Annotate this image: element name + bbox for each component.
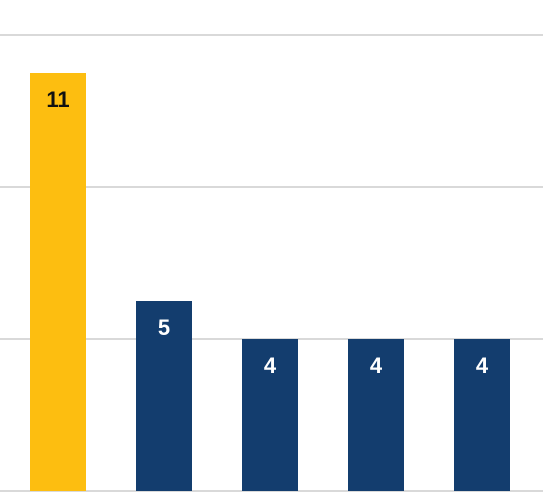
bar-3 [348,339,404,491]
bar-1 [136,301,192,491]
data-label-3: 4 [370,353,383,378]
bar-2 [242,339,298,491]
bar-0 [30,73,86,491]
bars [30,73,510,491]
data-label-0: 11 [46,87,69,112]
data-label-2: 4 [264,353,277,378]
bar-4 [454,339,510,491]
data-labels: 11 5 4 4 4 [46,87,489,378]
data-label-4: 4 [476,353,489,378]
data-label-1: 5 [158,315,170,340]
